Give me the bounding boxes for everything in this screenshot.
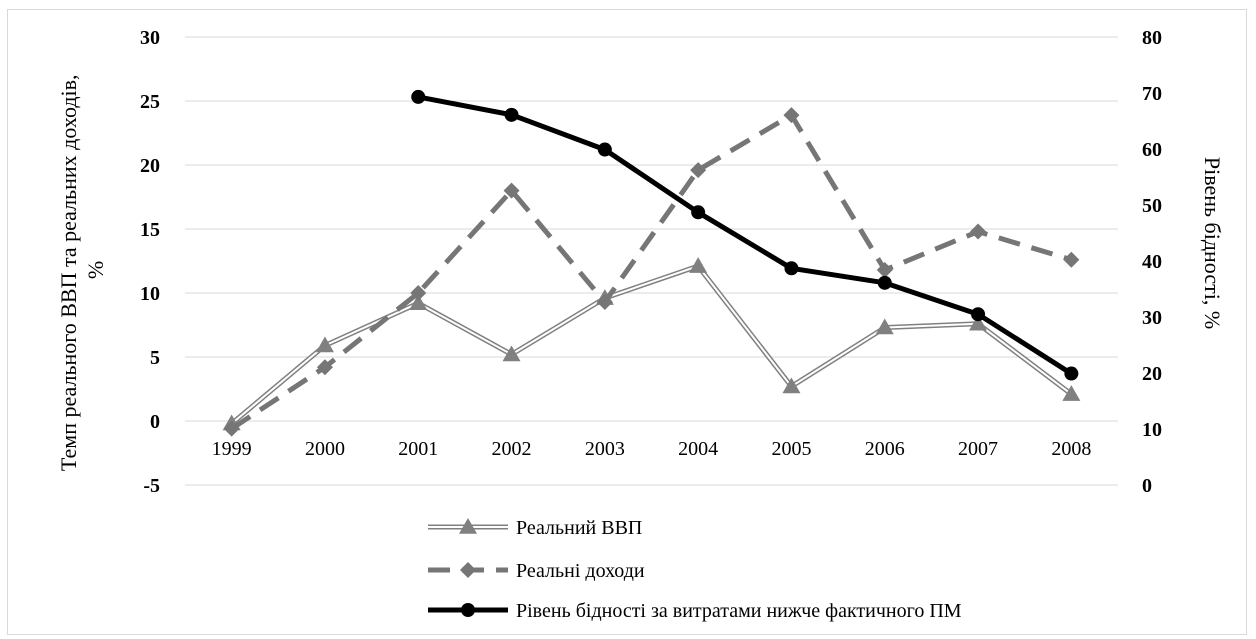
data-point-triangle	[409, 294, 428, 310]
chart-frame	[7, 9, 1247, 635]
series-2	[223, 107, 1080, 437]
data-point-diamond	[410, 285, 427, 301]
data-point-circle	[411, 89, 426, 104]
x-tick-label: 2003	[585, 438, 625, 460]
right-tick-label: 70	[1142, 83, 1162, 105]
data-point-circle	[504, 107, 519, 122]
right-tick-label: 80	[1142, 27, 1162, 49]
left-tick-label: 15	[140, 219, 160, 241]
right-tick-label: 50	[1142, 195, 1162, 217]
series-line-inner	[231, 265, 1072, 425]
x-tick-label: 2008	[1051, 438, 1091, 460]
right-tick-label: 20	[1142, 363, 1162, 385]
data-point-diamond	[1063, 251, 1080, 268]
left-tick-label: 0	[150, 411, 160, 433]
data-point-circle	[691, 205, 706, 220]
series-1	[222, 257, 1081, 431]
left-tick-label: 20	[140, 155, 160, 177]
legend-marker-diamond	[460, 562, 476, 578]
data-point-circle	[971, 307, 986, 322]
x-tick-label: 2006	[865, 438, 905, 460]
series-3	[411, 89, 1079, 381]
right-axis-title: Рівень бідності, %	[1200, 157, 1225, 329]
series-line	[230, 112, 1073, 431]
data-point-diamond	[783, 107, 800, 124]
legend-marker-circle	[461, 603, 475, 617]
legend-label: Рівень бідності за витратами нижче факти…	[516, 600, 962, 622]
data-point-triangle	[1062, 385, 1081, 401]
data-point-circle	[877, 275, 892, 290]
data-point-triangle	[502, 345, 521, 362]
data-point-triangle	[689, 257, 708, 273]
right-tick-label: 40	[1142, 251, 1162, 273]
data-point-diamond	[596, 293, 613, 310]
data-point-diamond	[970, 223, 987, 240]
legend-marker-triangle	[459, 518, 477, 534]
left-tick-label: 10	[140, 283, 160, 305]
right-tick-label: 10	[1142, 419, 1162, 441]
x-tick-label: 1999	[212, 438, 252, 460]
left-axis-title-line1: Темп реального ВВП та реальних доходів,	[56, 74, 81, 471]
left-tick-label: -5	[143, 475, 160, 497]
right-tick-label: 0	[1142, 475, 1152, 497]
left-tick-label: 25	[140, 91, 160, 113]
x-tick-label: 2000	[305, 438, 345, 460]
x-tick-label: 2002	[492, 438, 532, 460]
right-tick-label: 60	[1142, 139, 1162, 161]
x-tick-label: 2004	[678, 438, 718, 460]
left-axis-title: Темп реального ВВП та реальних доходів, …	[56, 69, 108, 471]
legend-label: Реальні доходи	[516, 560, 645, 582]
data-point-diamond	[876, 261, 893, 278]
legend: Реальний ВВП Реальні доходи Рівень бідност…	[428, 517, 962, 622]
data-point-triangle	[315, 336, 334, 353]
legend-item: Рівень бідності за витратами нижче факти…	[428, 600, 962, 622]
series-line	[417, 94, 1073, 376]
data-point-diamond	[503, 182, 520, 199]
legend-item: Реальний ВВП	[428, 517, 642, 539]
left-tick-label: 5	[150, 347, 160, 369]
series-line-outer	[230, 263, 1073, 426]
data-point-circle	[597, 142, 612, 157]
data-point-diamond	[223, 420, 240, 437]
x-tick-label: 2007	[958, 438, 998, 460]
x-tick-label: 2005	[771, 438, 811, 460]
data-point-diamond	[690, 162, 707, 179]
right-tick-label: 30	[1142, 307, 1162, 329]
data-point-triangle	[875, 318, 894, 335]
left-tick-label: 30	[140, 27, 160, 49]
x-tick-label: 2001	[398, 438, 438, 460]
data-point-circle	[784, 261, 799, 276]
data-point-triangle	[782, 377, 801, 394]
legend-label: Реальний ВВП	[516, 517, 642, 539]
data-point-diamond	[316, 359, 333, 376]
legend-item: Реальні доходи	[428, 560, 645, 582]
data-point-circle	[1064, 366, 1079, 381]
data-point-triangle	[969, 314, 988, 331]
left-axis-title-line2: %	[83, 261, 108, 279]
